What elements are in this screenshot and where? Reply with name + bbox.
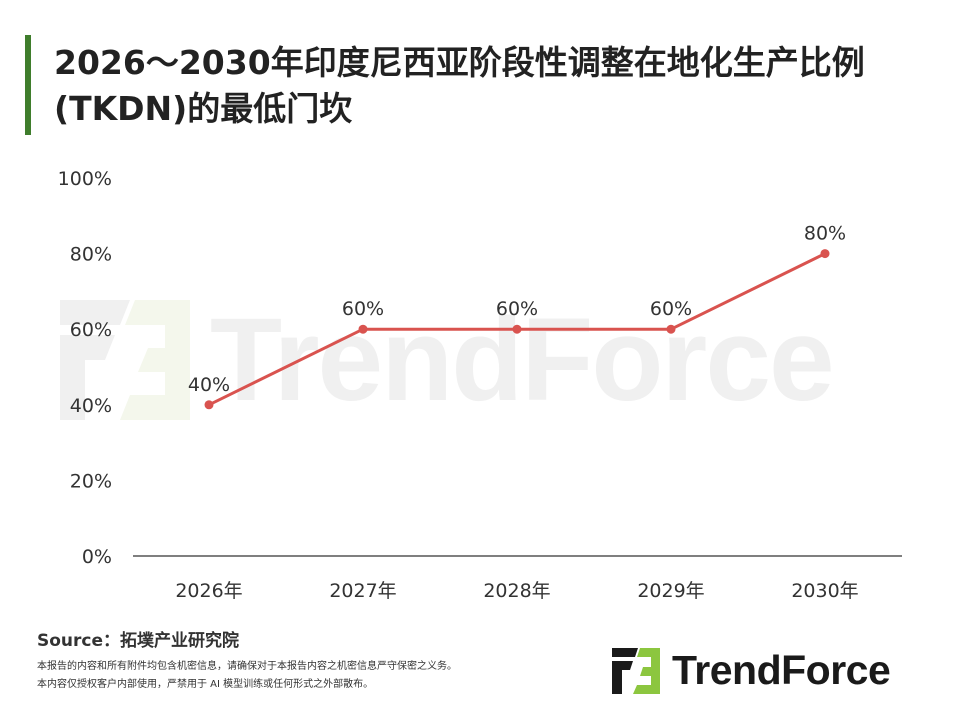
data-label: 60% bbox=[342, 298, 384, 320]
y-tick-label: 80% bbox=[70, 244, 112, 266]
x-tick-label: 2027年 bbox=[329, 580, 396, 602]
x-tick-label: 2028年 bbox=[483, 580, 550, 602]
y-tick-label: 0% bbox=[82, 546, 112, 568]
data-label: 80% bbox=[804, 223, 846, 245]
series-line-group bbox=[204, 249, 830, 410]
y-axis: 0% 20% 40% 60% 80% 100% bbox=[58, 168, 112, 568]
usage-note: 本内容仅授权客户内部使用，严禁用于 AI 模型训练或任何形式之外部散布。 bbox=[37, 679, 374, 690]
data-point bbox=[666, 324, 676, 334]
brand-logo: TrendForce bbox=[612, 647, 942, 694]
brand-name: TrendForce bbox=[672, 647, 891, 693]
data-point bbox=[204, 400, 214, 410]
data-labels: 40% 60% 60% 60% 80% bbox=[188, 223, 846, 396]
title-accent-bar bbox=[25, 35, 31, 135]
trendforce-logo-icon bbox=[612, 648, 660, 694]
chart-title: 2026～2030年印度尼西亚阶段性调整在地化生产比例(TKDN)的最低门坎 bbox=[54, 43, 865, 128]
x-tick-label: 2026年 bbox=[175, 580, 242, 602]
data-point bbox=[820, 249, 830, 259]
data-point bbox=[358, 324, 368, 334]
data-label: 60% bbox=[496, 298, 538, 320]
data-label: 60% bbox=[650, 298, 692, 320]
y-tick-label: 100% bbox=[58, 168, 112, 190]
x-tick-label: 2029年 bbox=[637, 580, 704, 602]
x-axis: 2026年 2027年 2028年 2029年 2030年 bbox=[133, 555, 902, 602]
x-tick-label: 2030年 bbox=[791, 580, 858, 602]
y-tick-label: 60% bbox=[70, 319, 112, 341]
line-chart: 0%20%40%60%80%100% 2026年 2027年 2028年 2029年 2… bbox=[58, 168, 902, 602]
y-tick-label: 20% bbox=[70, 470, 112, 492]
data-point bbox=[512, 324, 522, 334]
source-text: Source：拓墣产业研究院 bbox=[37, 631, 240, 651]
data-label: 40% bbox=[188, 374, 230, 396]
y-tick-label: 40% bbox=[70, 395, 112, 417]
confidential-note: 本报告的内容和所有附件均包含机密信息，请确保对于本报告内容之机密信息严守保密之义… bbox=[37, 661, 457, 672]
